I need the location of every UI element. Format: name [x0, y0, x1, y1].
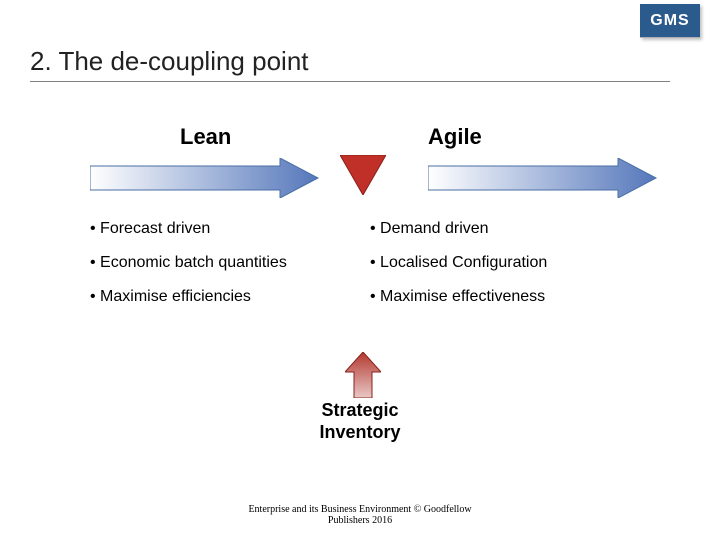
bullet-table: Forecast driven Demand driven Economic b…: [90, 220, 650, 322]
bullet-left: Forecast driven: [90, 220, 370, 238]
bullet-row: Maximise efficiencies Maximise effective…: [90, 288, 650, 306]
decoupling-point-icon: [340, 155, 386, 195]
footer-line1: Enterprise and its Business Environment …: [248, 504, 471, 515]
slide-title: 2. The de-coupling point: [30, 46, 670, 82]
bullet-right: Localised Configuration: [370, 254, 650, 272]
bullet-row: Forecast driven Demand driven: [90, 220, 650, 238]
bullet-right: Maximise effectiveness: [370, 288, 650, 306]
bullet-left: Maximise efficiencies: [90, 288, 370, 306]
strategic-inventory-arrow-icon: [345, 352, 381, 398]
bullet-right: Demand driven: [370, 220, 650, 238]
bullet-left: Economic batch quantities: [90, 254, 370, 272]
strategic-line2: Inventory: [319, 422, 400, 442]
gms-logo: GMS: [640, 4, 700, 38]
bullet-row: Economic batch quantities Localised Conf…: [90, 254, 650, 272]
heading-agile: Agile: [428, 124, 482, 150]
strategic-line1: Strategic: [321, 400, 398, 420]
footer-line2: Publishers 2016: [328, 515, 392, 526]
strategic-inventory-label: Strategic Inventory: [0, 400, 720, 443]
heading-lean: Lean: [180, 124, 231, 150]
arrow-agile: [428, 158, 658, 198]
arrow-lean: [90, 158, 320, 198]
footer: Enterprise and its Business Environment …: [0, 504, 720, 526]
